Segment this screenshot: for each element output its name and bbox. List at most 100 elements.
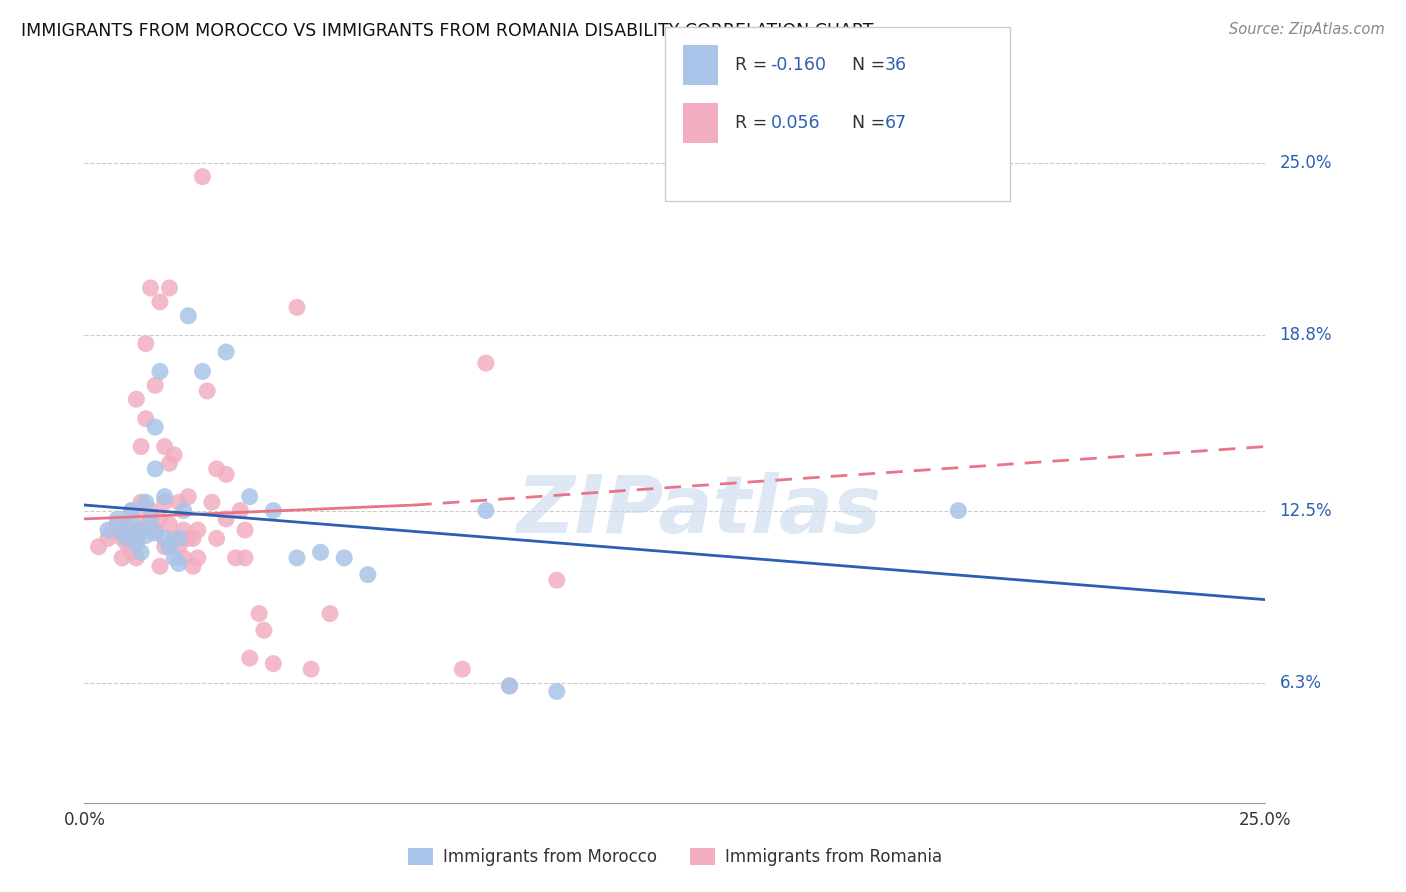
Text: -0.160: -0.160 [770, 55, 827, 74]
Text: R =: R = [735, 55, 773, 74]
Point [181, 532, 204, 546]
Point [87, 540, 110, 554]
Point [498, 679, 520, 693]
Point [121, 503, 143, 517]
Point [143, 525, 166, 540]
Text: 6.3%: 6.3% [1279, 674, 1322, 692]
Legend: Immigrants from Morocco, Immigrants from Romania: Immigrants from Morocco, Immigrants from… [399, 839, 950, 874]
Point [451, 662, 474, 676]
Point [177, 532, 200, 546]
Point [115, 517, 138, 532]
Point [149, 294, 172, 309]
Point [153, 532, 176, 546]
Point [247, 607, 270, 621]
Text: N =: N = [852, 55, 891, 74]
Point [135, 512, 157, 526]
Point [97, 532, 120, 546]
Point [143, 523, 166, 537]
Point [233, 550, 256, 565]
Point [205, 532, 228, 546]
Point [125, 537, 148, 551]
Text: Source: ZipAtlas.com: Source: ZipAtlas.com [1229, 22, 1385, 37]
Point [299, 662, 322, 676]
Point [153, 490, 176, 504]
Text: 0.056: 0.056 [770, 113, 820, 132]
Point [177, 309, 200, 323]
Point [163, 532, 186, 546]
Point [173, 503, 195, 517]
Point [191, 364, 214, 378]
Point [139, 503, 162, 517]
Point [135, 411, 157, 425]
Point [157, 456, 180, 470]
Point [167, 540, 190, 554]
Text: IMMIGRANTS FROM MOROCCO VS IMMIGRANTS FROM ROMANIA DISABILITY CORRELATION CHART: IMMIGRANTS FROM MOROCCO VS IMMIGRANTS FR… [21, 22, 873, 40]
Point [167, 495, 190, 509]
Point [149, 559, 172, 574]
Point [163, 550, 186, 565]
Point [173, 523, 195, 537]
Point [333, 550, 356, 565]
Point [195, 384, 218, 398]
Text: 18.8%: 18.8% [1279, 326, 1331, 344]
Point [153, 495, 176, 509]
Point [115, 532, 138, 546]
Point [149, 512, 172, 526]
Point [143, 378, 166, 392]
Point [111, 525, 134, 540]
Point [135, 495, 157, 509]
Point [107, 517, 129, 532]
Point [139, 512, 162, 526]
Point [167, 557, 190, 571]
Point [97, 523, 120, 537]
Point [125, 550, 148, 565]
Point [135, 528, 157, 542]
Point [177, 490, 200, 504]
Text: R =: R = [735, 113, 773, 132]
Point [129, 545, 152, 559]
Point [129, 523, 152, 537]
Point [319, 607, 342, 621]
Point [111, 550, 134, 565]
Point [167, 532, 190, 546]
Point [187, 523, 209, 537]
Point [121, 503, 143, 517]
Point [129, 440, 152, 454]
Point [121, 517, 143, 532]
Point [546, 684, 568, 698]
Point [153, 540, 176, 554]
Point [107, 512, 129, 526]
Text: 36: 36 [884, 55, 907, 74]
Point [129, 523, 152, 537]
Point [285, 550, 308, 565]
Point [111, 532, 134, 546]
Point [205, 462, 228, 476]
Point [229, 503, 252, 517]
Point [125, 532, 148, 546]
Point [262, 657, 284, 671]
Point [215, 512, 238, 526]
Point [201, 495, 224, 509]
Point [285, 301, 308, 315]
Point [225, 550, 247, 565]
Point [139, 281, 162, 295]
Point [163, 448, 186, 462]
Point [253, 624, 276, 638]
Point [215, 345, 238, 359]
Point [157, 281, 180, 295]
Text: 25.0%: 25.0% [1279, 153, 1331, 171]
Point [129, 495, 152, 509]
Point [135, 336, 157, 351]
Point [239, 490, 262, 504]
Point [121, 523, 143, 537]
Point [187, 550, 209, 565]
Point [546, 573, 568, 587]
Point [498, 679, 520, 693]
Point [101, 523, 124, 537]
Point [233, 523, 256, 537]
Point [173, 550, 195, 565]
Point [215, 467, 238, 482]
Point [181, 559, 204, 574]
Point [191, 169, 214, 184]
Point [115, 537, 138, 551]
